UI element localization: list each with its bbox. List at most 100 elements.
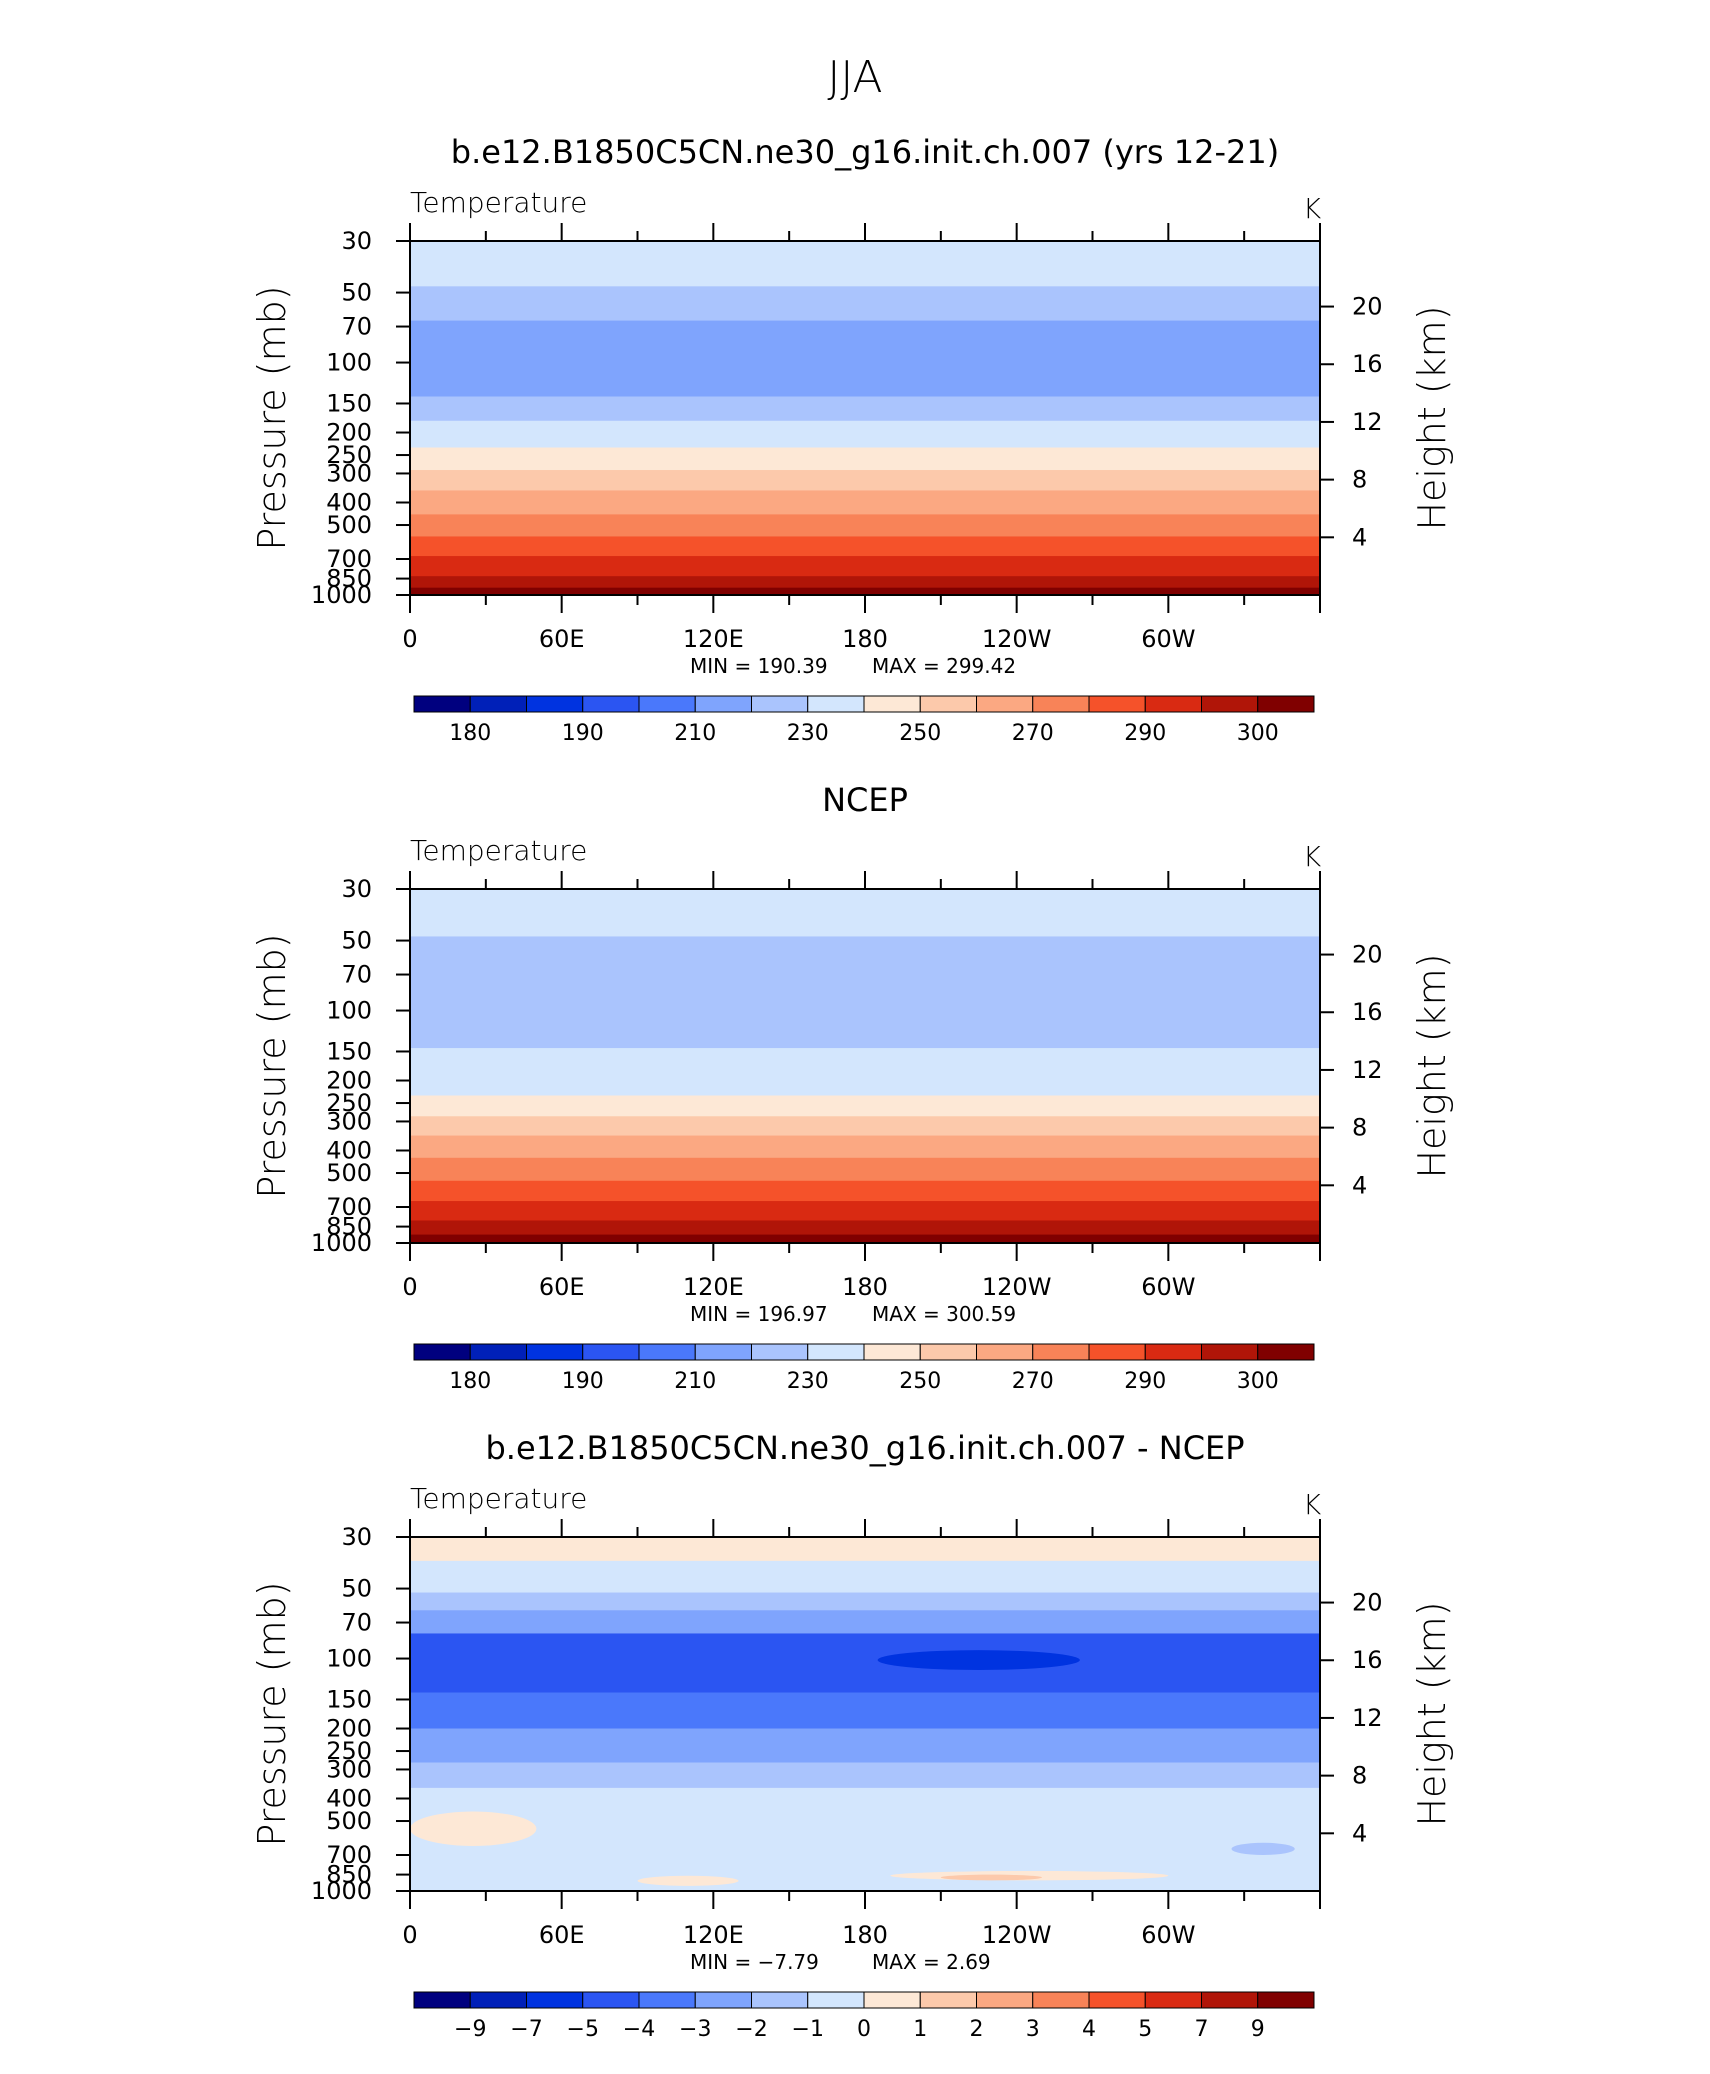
contour-band <box>410 1560 1320 1594</box>
y-axis-label: Pressure (mb) <box>250 285 294 550</box>
contour-band <box>410 1728 1320 1763</box>
colorbar-box <box>919 695 977 713</box>
colorbar-box <box>1201 1991 1259 2009</box>
y-tick-label: 150 <box>326 1037 372 1065</box>
contour-band <box>410 241 1320 287</box>
x-tick-label: 180 <box>842 1921 888 1949</box>
x-tick-label: 60W <box>1141 1273 1195 1301</box>
colorbar-label: 250 <box>899 1369 941 1394</box>
y2-tick-label: 12 <box>1352 1704 1383 1732</box>
contour-feature <box>410 1811 537 1846</box>
colorbar-box <box>919 1991 977 2009</box>
colorbar-label: 290 <box>1124 1369 1166 1394</box>
colorbar-box <box>1257 1343 1315 1361</box>
colorbar-label: 4 <box>1082 2017 1096 2042</box>
contour-band <box>410 1787 1320 1892</box>
contour-band <box>410 396 1320 422</box>
colorbar-box <box>1032 695 1090 713</box>
colorbar-box <box>694 1343 752 1361</box>
y-tick-label: 700 <box>326 1841 372 1869</box>
contour-band <box>410 1692 1320 1730</box>
colorbar-box <box>863 1991 921 2009</box>
y2-axis-label: Height (km) <box>1410 1601 1454 1826</box>
y-tick-label: 300 <box>326 1755 372 1783</box>
y2-tick-label: 8 <box>1352 1114 1367 1142</box>
contour-band <box>410 889 1320 937</box>
colorbar-box <box>751 1343 809 1361</box>
colorbar-box <box>1257 1991 1315 2009</box>
max-label: MAX = 299.42 <box>872 654 1016 678</box>
colorbar-box <box>582 1991 640 2009</box>
y2-tick-label: 12 <box>1352 408 1383 436</box>
x-tick-label: 60E <box>539 1921 585 1949</box>
variable-label: Temperature <box>410 186 587 219</box>
y-tick-label: 700 <box>326 545 372 573</box>
x-tick-label: 60E <box>539 625 585 653</box>
colorbar-label: −4 <box>623 2017 655 2042</box>
colorbar-box <box>469 695 527 713</box>
contour-band <box>410 1592 1320 1611</box>
colorbar-label: 270 <box>1012 721 1054 746</box>
panels: b.e12.B1850C5CN.ne30_g16.init.ch.007 (yr… <box>250 133 1454 2042</box>
colorbar-label: 3 <box>1026 2017 1040 2042</box>
contour-band <box>410 1116 1320 1137</box>
colorbar-box <box>1257 695 1315 713</box>
colorbar-box <box>1032 1343 1090 1361</box>
y2-tick-label: 16 <box>1352 350 1383 378</box>
y-tick-label: 400 <box>326 1784 372 1812</box>
colorbar-box <box>751 1991 809 2009</box>
contour-band <box>410 1157 1320 1182</box>
contour-band <box>410 514 1320 537</box>
colorbar-label: 210 <box>674 721 716 746</box>
y-tick-label: 70 <box>341 1609 372 1637</box>
colorbar-box <box>638 1991 696 2009</box>
contour-band <box>410 1201 1320 1221</box>
x-tick-label: 120E <box>683 1273 744 1301</box>
colorbar-box <box>469 1991 527 2009</box>
colorbar-box <box>919 1343 977 1361</box>
y-tick-label: 70 <box>341 313 372 341</box>
contour-feature <box>877 1650 1080 1670</box>
y-tick-label: 100 <box>326 997 372 1025</box>
colorbar-label: 230 <box>787 721 829 746</box>
colorbar-box <box>638 695 696 713</box>
y-tick-label: 850 <box>326 1213 372 1241</box>
colorbar-box <box>582 695 640 713</box>
y-tick-label: 200 <box>326 1067 372 1095</box>
contour-band <box>410 470 1320 491</box>
y2-tick-label: 8 <box>1352 1762 1367 1790</box>
units-label: K <box>1303 1488 1322 1521</box>
colorbar-box <box>1201 695 1259 713</box>
y-tick-label: 250 <box>326 1089 372 1117</box>
y-tick-label: 250 <box>326 441 372 469</box>
contour-band <box>410 1048 1320 1074</box>
y-tick-label: 500 <box>326 1807 372 1835</box>
contour-band <box>410 286 1320 322</box>
x-tick-label: 60W <box>1141 625 1195 653</box>
y2-tick-label: 16 <box>1352 998 1383 1026</box>
x-tick-label: 0 <box>402 1273 417 1301</box>
y-tick-label: 250 <box>326 1737 372 1765</box>
y2-tick-label: 20 <box>1352 1589 1383 1617</box>
x-tick-label: 120E <box>683 1921 744 1949</box>
units-label: K <box>1303 192 1322 225</box>
colorbar-label: 300 <box>1237 721 1279 746</box>
colorbar-box <box>1144 695 1202 713</box>
x-tick-label: 60W <box>1141 1921 1195 1949</box>
y2-axis-label: Height (km) <box>1410 953 1454 1178</box>
y2-tick-label: 20 <box>1352 941 1383 969</box>
panel-title: b.e12.B1850C5CN.ne30_g16.init.ch.007 (yr… <box>451 133 1279 171</box>
y-tick-label: 50 <box>341 927 372 955</box>
colorbar-box <box>976 1991 1034 2009</box>
contour-feature <box>1231 1842 1295 1855</box>
colorbar-label: 180 <box>449 1369 491 1394</box>
colorbar-label: 270 <box>1012 1369 1054 1394</box>
y2-tick-label: 4 <box>1352 1819 1367 1847</box>
contour-band <box>410 1610 1320 1634</box>
y-axis-label: Pressure (mb) <box>250 933 294 1198</box>
colorbar-label: 230 <box>787 1369 829 1394</box>
y-tick-label: 300 <box>326 459 372 487</box>
colorbar-label: 9 <box>1251 2017 1265 2042</box>
y-tick-label: 200 <box>326 419 372 447</box>
